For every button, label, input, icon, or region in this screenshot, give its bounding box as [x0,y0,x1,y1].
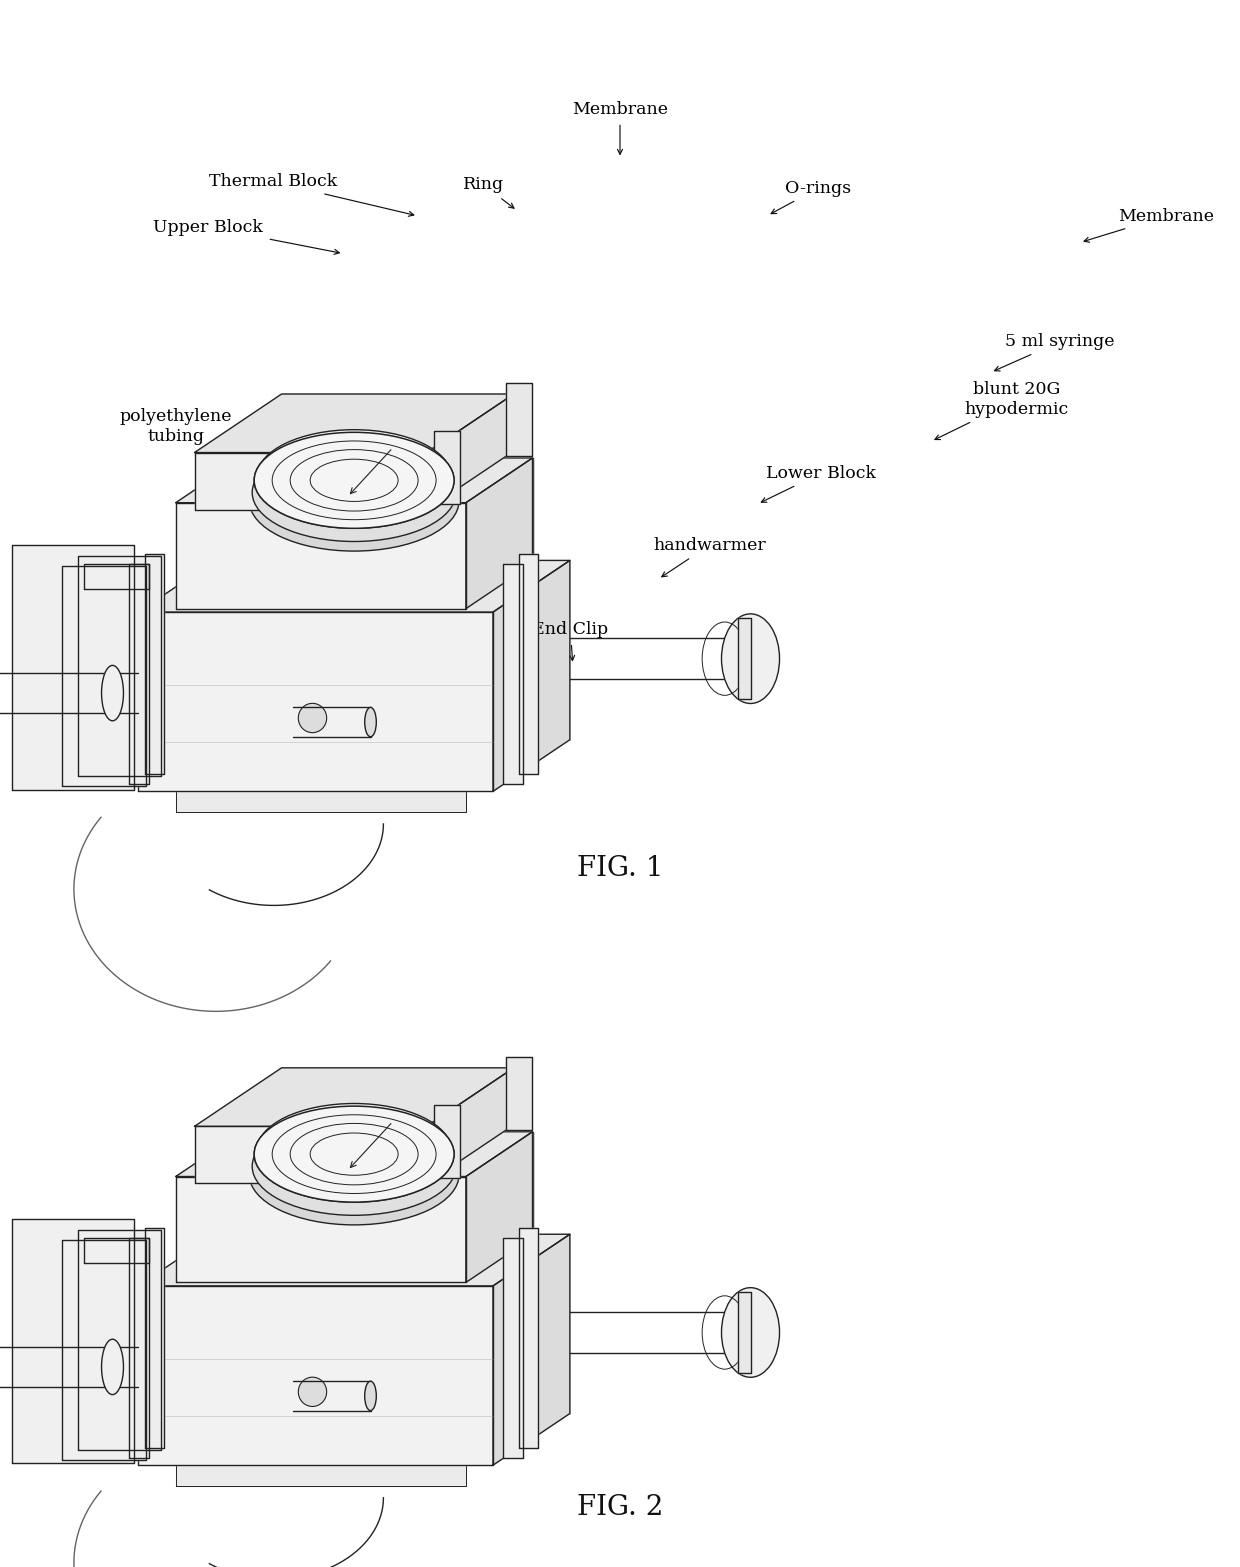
Polygon shape [503,1238,522,1459]
Text: polyethylene
tubing: polyethylene tubing [120,407,278,469]
Text: Upper Block: Upper Block [154,219,340,254]
Polygon shape [242,1131,532,1238]
Polygon shape [129,1238,149,1459]
Ellipse shape [249,450,459,552]
Polygon shape [78,1230,161,1449]
Polygon shape [242,458,532,564]
Polygon shape [466,458,532,608]
Polygon shape [129,564,149,785]
Polygon shape [195,1067,513,1127]
Polygon shape [518,1229,538,1448]
Polygon shape [434,431,460,505]
Polygon shape [62,566,146,787]
Ellipse shape [722,1288,780,1377]
Ellipse shape [257,429,451,523]
Polygon shape [494,561,570,791]
Polygon shape [145,1229,164,1448]
Polygon shape [176,458,532,503]
Polygon shape [427,1067,513,1183]
Polygon shape [84,1238,149,1263]
Polygon shape [145,555,164,774]
Ellipse shape [102,666,124,721]
Polygon shape [738,617,750,699]
Polygon shape [84,564,149,589]
Polygon shape [12,1219,134,1464]
Ellipse shape [722,614,780,704]
Polygon shape [195,453,427,509]
Ellipse shape [365,707,376,736]
Polygon shape [62,1239,146,1460]
Text: Lower Block: Lower Block [761,465,875,503]
Text: FIG. 1: FIG. 1 [577,854,663,882]
Ellipse shape [299,1377,326,1407]
Polygon shape [139,561,570,613]
Text: 5 ml syringe: 5 ml syringe [994,334,1115,371]
Polygon shape [518,555,538,774]
Ellipse shape [252,1117,456,1216]
Ellipse shape [254,432,454,528]
Text: handwarmer: handwarmer [653,537,765,577]
Polygon shape [195,393,513,453]
Polygon shape [176,503,466,608]
Ellipse shape [257,1103,451,1197]
Ellipse shape [252,443,456,542]
Ellipse shape [249,1124,459,1225]
Polygon shape [738,1291,750,1373]
Polygon shape [139,1235,570,1287]
Polygon shape [506,1056,532,1130]
Polygon shape [139,613,494,791]
Polygon shape [195,1127,427,1183]
Text: Thermal Block: Thermal Block [208,174,414,216]
Text: Membrane: Membrane [1084,208,1214,243]
Text: blunt 20G
hypodermic: blunt 20G hypodermic [935,381,1069,440]
Polygon shape [434,1105,460,1178]
Ellipse shape [102,1340,124,1395]
Polygon shape [176,1177,466,1282]
Polygon shape [494,1235,570,1465]
Text: End Clip: End Clip [532,622,609,661]
Text: Ring: Ring [463,177,513,208]
Ellipse shape [254,1106,454,1202]
Ellipse shape [254,1106,454,1202]
Polygon shape [176,1462,466,1486]
Polygon shape [12,545,134,790]
Text: FIG. 2: FIG. 2 [577,1493,663,1522]
Text: Membrane: Membrane [572,102,668,155]
Polygon shape [427,393,513,509]
Ellipse shape [365,1381,376,1410]
Ellipse shape [299,704,326,733]
Polygon shape [176,788,466,812]
Polygon shape [466,1131,532,1282]
Ellipse shape [254,432,454,528]
Polygon shape [506,382,532,456]
Text: O-rings: O-rings [771,180,852,213]
Polygon shape [176,1131,532,1177]
Polygon shape [78,556,161,776]
Polygon shape [139,1287,494,1465]
Polygon shape [503,564,522,785]
